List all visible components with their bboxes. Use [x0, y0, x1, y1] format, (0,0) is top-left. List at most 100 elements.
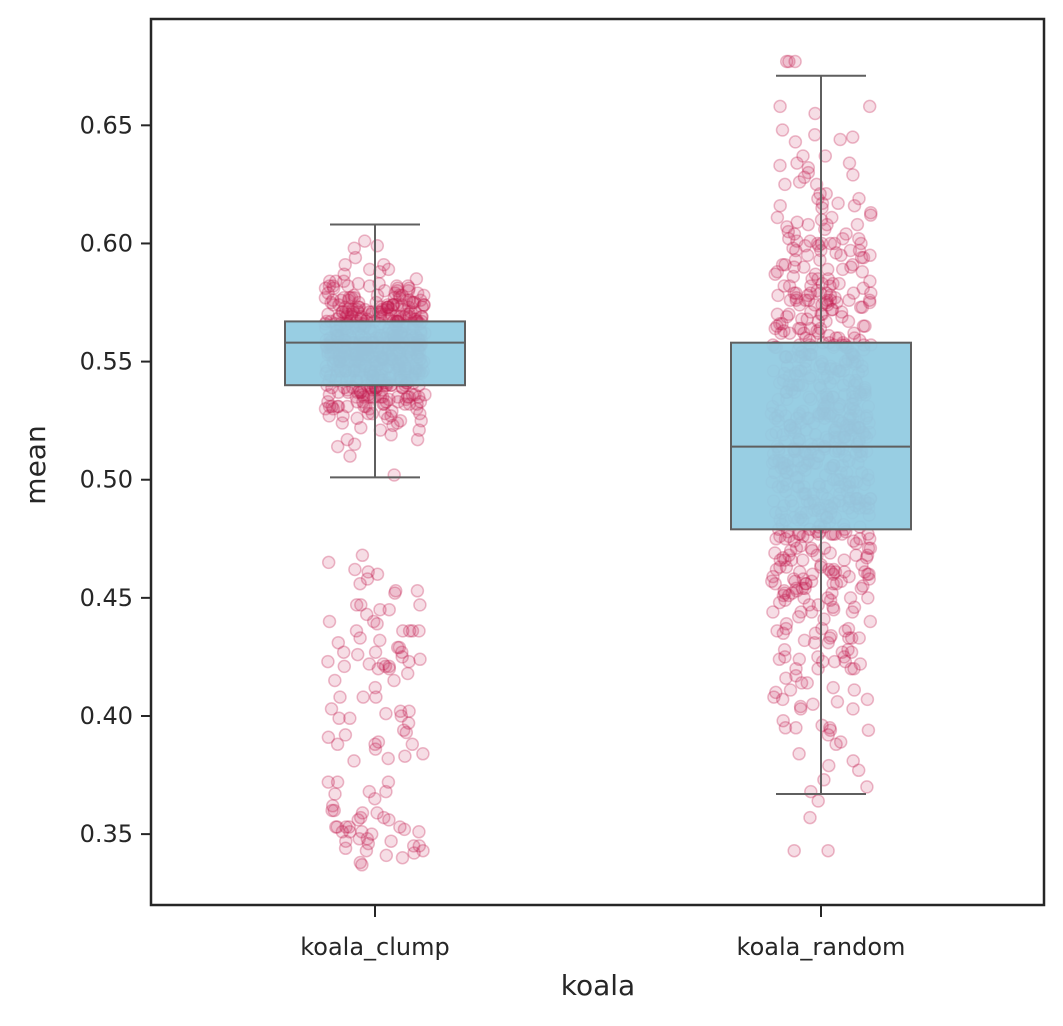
data-point	[390, 298, 404, 312]
data-point	[815, 718, 829, 733]
data-point	[382, 659, 396, 674]
data-point	[318, 291, 333, 305]
data-point	[388, 584, 403, 598]
data-point	[851, 763, 866, 778]
data-point	[784, 553, 799, 567]
data-point	[864, 205, 878, 220]
data-point	[402, 300, 416, 314]
data-point	[854, 250, 869, 265]
data-point	[822, 758, 836, 773]
data-point	[395, 298, 409, 312]
data-point	[823, 279, 837, 293]
data-point	[368, 791, 382, 806]
data-point	[826, 576, 840, 591]
data-point	[402, 704, 416, 719]
data-point	[855, 558, 869, 572]
data-point	[402, 397, 417, 411]
data-point	[778, 257, 792, 272]
data-point	[371, 735, 386, 749]
data-point	[370, 617, 384, 631]
data-point	[321, 286, 335, 300]
data-point	[390, 640, 405, 655]
data-point	[849, 536, 864, 551]
data-point	[817, 612, 831, 626]
data-point	[799, 576, 813, 591]
data-point	[401, 283, 416, 298]
data-point	[845, 257, 860, 272]
data-point	[347, 754, 361, 768]
data-point	[415, 300, 429, 314]
data-point	[773, 99, 787, 114]
data-point	[349, 624, 364, 638]
data-point	[775, 692, 790, 707]
data-point	[337, 267, 351, 281]
data-point	[818, 149, 833, 163]
data-point	[777, 324, 791, 338]
data-point	[330, 399, 345, 414]
data-point	[835, 262, 850, 277]
data-point	[354, 420, 368, 435]
data-point	[343, 825, 357, 839]
plot-frame	[149, 17, 1046, 907]
data-point	[325, 799, 340, 813]
data-point	[410, 402, 424, 416]
data-point	[336, 409, 350, 423]
data-point	[769, 562, 784, 577]
data-point	[777, 584, 791, 598]
data-point	[350, 302, 364, 317]
data-point	[328, 673, 342, 688]
data-point	[330, 775, 345, 789]
data-point	[366, 390, 381, 404]
data-point	[351, 305, 365, 319]
data-point	[405, 624, 420, 638]
data-point	[768, 546, 782, 560]
data-point	[773, 529, 787, 544]
data-point	[830, 295, 844, 310]
data-point	[326, 298, 341, 312]
data-point	[377, 810, 391, 825]
data-point	[321, 555, 336, 570]
data-point	[849, 548, 863, 563]
data-point	[413, 406, 427, 421]
data-point	[787, 843, 801, 858]
data-point	[355, 858, 369, 872]
data-point	[392, 288, 407, 303]
data-point	[402, 390, 417, 404]
data-point	[823, 236, 838, 251]
data-point	[765, 574, 779, 589]
data-point	[821, 272, 835, 286]
data-point	[318, 281, 333, 296]
data-point	[829, 737, 843, 752]
data-point	[410, 584, 425, 598]
data-point	[778, 650, 792, 664]
data-point	[782, 529, 796, 544]
data-point	[399, 307, 414, 322]
data-point	[414, 413, 428, 428]
data-point	[330, 820, 344, 834]
data-point	[364, 827, 379, 841]
data-point	[823, 288, 838, 303]
data-point	[362, 784, 377, 799]
data-point	[373, 265, 387, 279]
data-point	[331, 635, 346, 650]
y-tick-label: 0.55	[80, 348, 133, 376]
data-point	[402, 281, 416, 296]
data-point	[388, 286, 402, 300]
data-point	[779, 671, 793, 685]
data-point	[321, 654, 335, 669]
data-point	[778, 177, 792, 192]
data-point	[321, 775, 336, 789]
data-point	[399, 392, 413, 407]
data-point	[402, 293, 416, 307]
box-koala_clump	[284, 320, 466, 387]
data-point	[855, 300, 870, 314]
data-point	[333, 690, 347, 704]
data-point	[341, 279, 355, 293]
y-tick-label: 0.65	[80, 111, 133, 139]
data-point	[778, 553, 792, 567]
data-point	[823, 631, 837, 645]
data-point	[826, 600, 840, 615]
data-point	[832, 276, 846, 291]
data-point	[341, 293, 356, 307]
